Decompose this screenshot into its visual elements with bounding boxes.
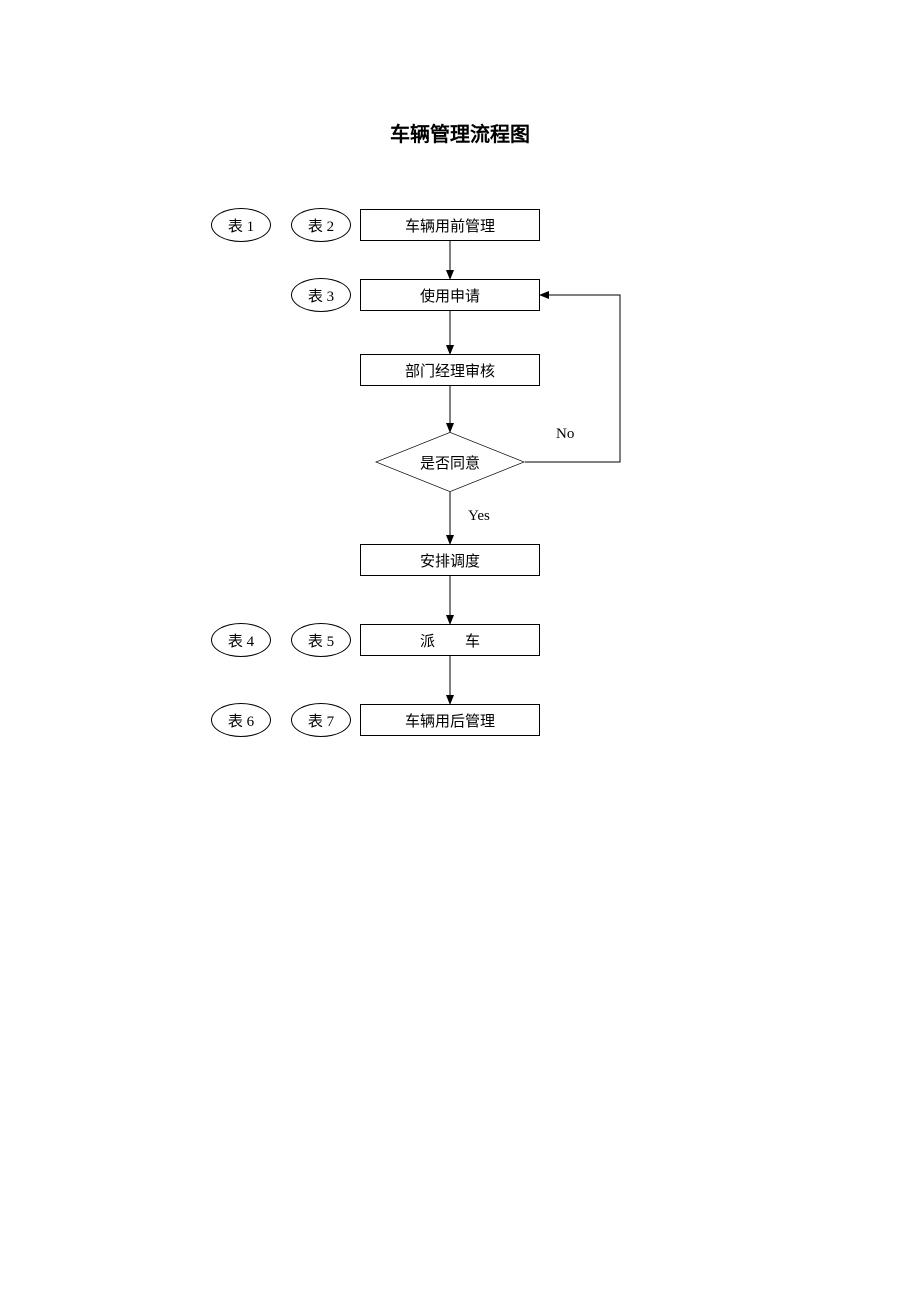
node-n3: 部门经理审核 — [360, 354, 540, 386]
node-t5: 表 5 — [291, 623, 351, 657]
node-t3: 表 3 — [291, 278, 351, 312]
page-title: 车辆管理流程图 — [0, 118, 920, 147]
node-d1: 是否同意 — [375, 432, 525, 492]
edge-label-d1-n2: No — [556, 426, 574, 443]
node-n5: 派 车 — [360, 624, 540, 656]
node-t2: 表 2 — [291, 208, 351, 242]
node-n1: 车辆用前管理 — [360, 209, 540, 241]
node-t7: 表 7 — [291, 703, 351, 737]
node-t4: 表 4 — [211, 623, 271, 657]
edge-label-d1-n4: Yes — [468, 508, 490, 525]
node-n2: 使用申请 — [360, 279, 540, 311]
node-t1: 表 1 — [211, 208, 271, 242]
node-t6: 表 6 — [211, 703, 271, 737]
node-n4: 安排调度 — [360, 544, 540, 576]
node-n6: 车辆用后管理 — [360, 704, 540, 736]
